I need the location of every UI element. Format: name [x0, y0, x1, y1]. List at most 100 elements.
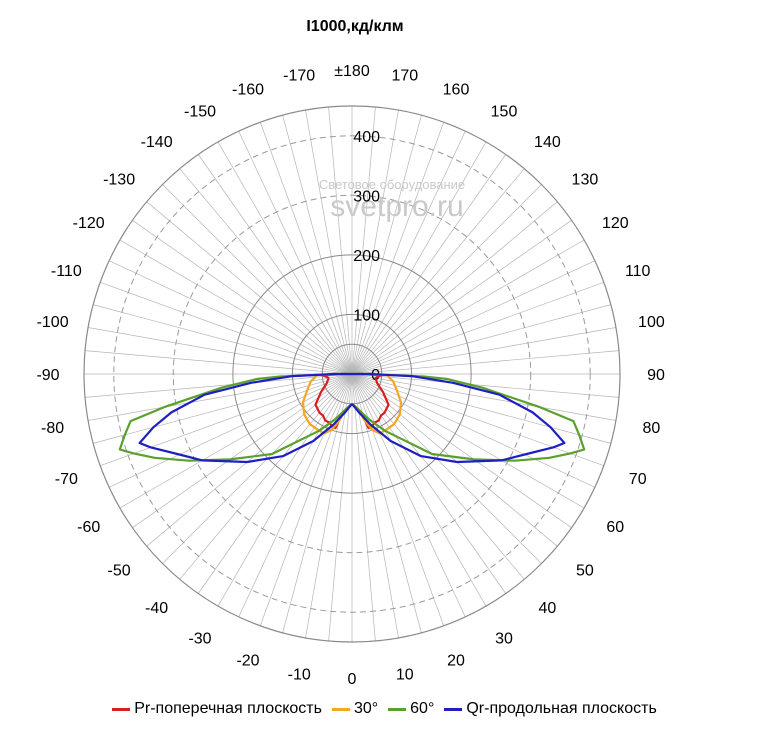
angle-tick-label: 170: [391, 68, 418, 85]
angle-tick-label: -10: [288, 666, 311, 683]
angle-tick-label: -90: [36, 367, 59, 384]
spoke-line: [282, 115, 353, 375]
legend-item: 60°: [388, 700, 434, 718]
angle-tick-label: -30: [188, 630, 211, 647]
spoke-line: [305, 373, 353, 638]
spoke-line: [351, 260, 596, 375]
spoke-line: [351, 373, 466, 618]
spoke-line: [179, 373, 353, 580]
spoke-line: [351, 373, 376, 642]
legend: Pr-поперечная плоскость 30° 60° Qr-продольн…: [0, 700, 769, 718]
spoke-line: [198, 154, 353, 375]
angle-tick-label: 30: [495, 630, 513, 647]
angle-tick-label: -150: [184, 104, 216, 121]
spoke-line: [351, 373, 445, 626]
watermark-line-1: Световое оборудование: [319, 177, 465, 192]
spoke-line: [351, 122, 445, 375]
spoke-line: [351, 304, 611, 375]
angle-tick-label: -80: [41, 420, 64, 437]
spoke-line: [351, 110, 399, 375]
spoke-line: [179, 168, 353, 375]
grid-ring: [113, 135, 591, 613]
angle-tick-label: 60: [606, 519, 624, 536]
radial-tick-label: 300: [353, 188, 380, 205]
angle-tick-label: 0: [348, 671, 357, 688]
legend-swatch: [112, 707, 131, 711]
legend-swatch: [444, 707, 463, 711]
spoke-line: [119, 239, 353, 375]
angle-tick-label: -60: [77, 519, 100, 536]
spoke-line: [217, 373, 353, 607]
spoke-line: [198, 373, 353, 594]
spoke-line: [146, 373, 353, 547]
legend-swatch: [331, 707, 350, 711]
spoke-line: [84, 350, 353, 375]
legend-label: 30°: [353, 700, 379, 717]
grid-ring: [172, 194, 532, 554]
spoke-line: [351, 327, 616, 375]
spoke-line: [351, 373, 572, 528]
angle-tick-label: 130: [572, 172, 599, 189]
spoke-line: [238, 130, 353, 375]
legend-item: 30°: [331, 700, 379, 718]
spoke-line: [119, 373, 353, 509]
spoke-line: [351, 141, 487, 375]
chart-title: I1000,кд/клм: [306, 18, 404, 35]
angle-tick-label: -100: [37, 314, 69, 331]
spoke-line: [146, 201, 353, 375]
legend-label: Pr-поперечная плоскость: [134, 700, 322, 717]
spoke-line: [100, 281, 353, 375]
angle-tick-label: -110: [51, 263, 82, 280]
spoke-line: [217, 141, 353, 375]
spoke-line: [328, 106, 353, 375]
angle-tick-label: -130: [103, 172, 135, 189]
spoke-line: [351, 373, 525, 580]
spoke-line: [351, 201, 558, 375]
spoke-line: [259, 122, 353, 375]
spoke-line: [351, 281, 604, 375]
spoke-line: [351, 373, 620, 398]
angle-tick-label: 110: [625, 263, 651, 280]
legend-swatch: [388, 707, 407, 711]
legend-item: Qr-продольная плоскость: [444, 700, 657, 718]
angle-tick-label: 90: [647, 367, 665, 384]
watermark-line-2: svetpro.ru: [330, 190, 463, 223]
angle-tick-label: -160: [232, 81, 264, 98]
spoke-line: [93, 304, 353, 375]
spoke-line: [351, 130, 466, 375]
spoke-line: [351, 373, 506, 594]
angle-tick-label: -50: [108, 562, 131, 579]
angle-tick-label: 80: [643, 420, 661, 437]
spoke-line: [88, 327, 353, 375]
spoke-line: [351, 220, 572, 375]
radial-tick-label: 100: [353, 307, 380, 324]
spoke-line: [351, 373, 596, 488]
spoke-line: [84, 373, 353, 398]
angle-tick-label: 20: [447, 653, 465, 670]
grid-ring: [291, 313, 413, 435]
angle-tick-label: 50: [576, 562, 594, 579]
grid-ring: [83, 105, 621, 643]
legend-label: Qr-продольная плоскость: [466, 700, 657, 717]
spoke-line: [259, 373, 353, 626]
legend-item: Pr-поперечная плоскость: [112, 700, 322, 718]
angle-tick-label: 160: [443, 81, 470, 98]
spoke-line: [351, 106, 376, 375]
spoke-line: [100, 373, 353, 467]
spoke-line: [88, 373, 353, 421]
spoke-line: [132, 220, 353, 375]
spoke-line: [351, 373, 558, 547]
legend-label: 60°: [410, 700, 435, 717]
angle-tick-label: 140: [534, 134, 561, 151]
spoke-line: [351, 373, 542, 564]
angle-tick-label: -20: [236, 653, 259, 670]
spoke-line: [108, 373, 353, 488]
spoke-line: [328, 373, 353, 642]
spoke-line: [238, 373, 353, 618]
grid-ring: [232, 254, 472, 494]
angle-tick-label: -70: [55, 471, 78, 488]
spoke-line: [162, 184, 353, 375]
spoke-line: [351, 239, 585, 375]
spoke-line: [351, 373, 616, 421]
radial-tick-label: 200: [353, 248, 380, 265]
